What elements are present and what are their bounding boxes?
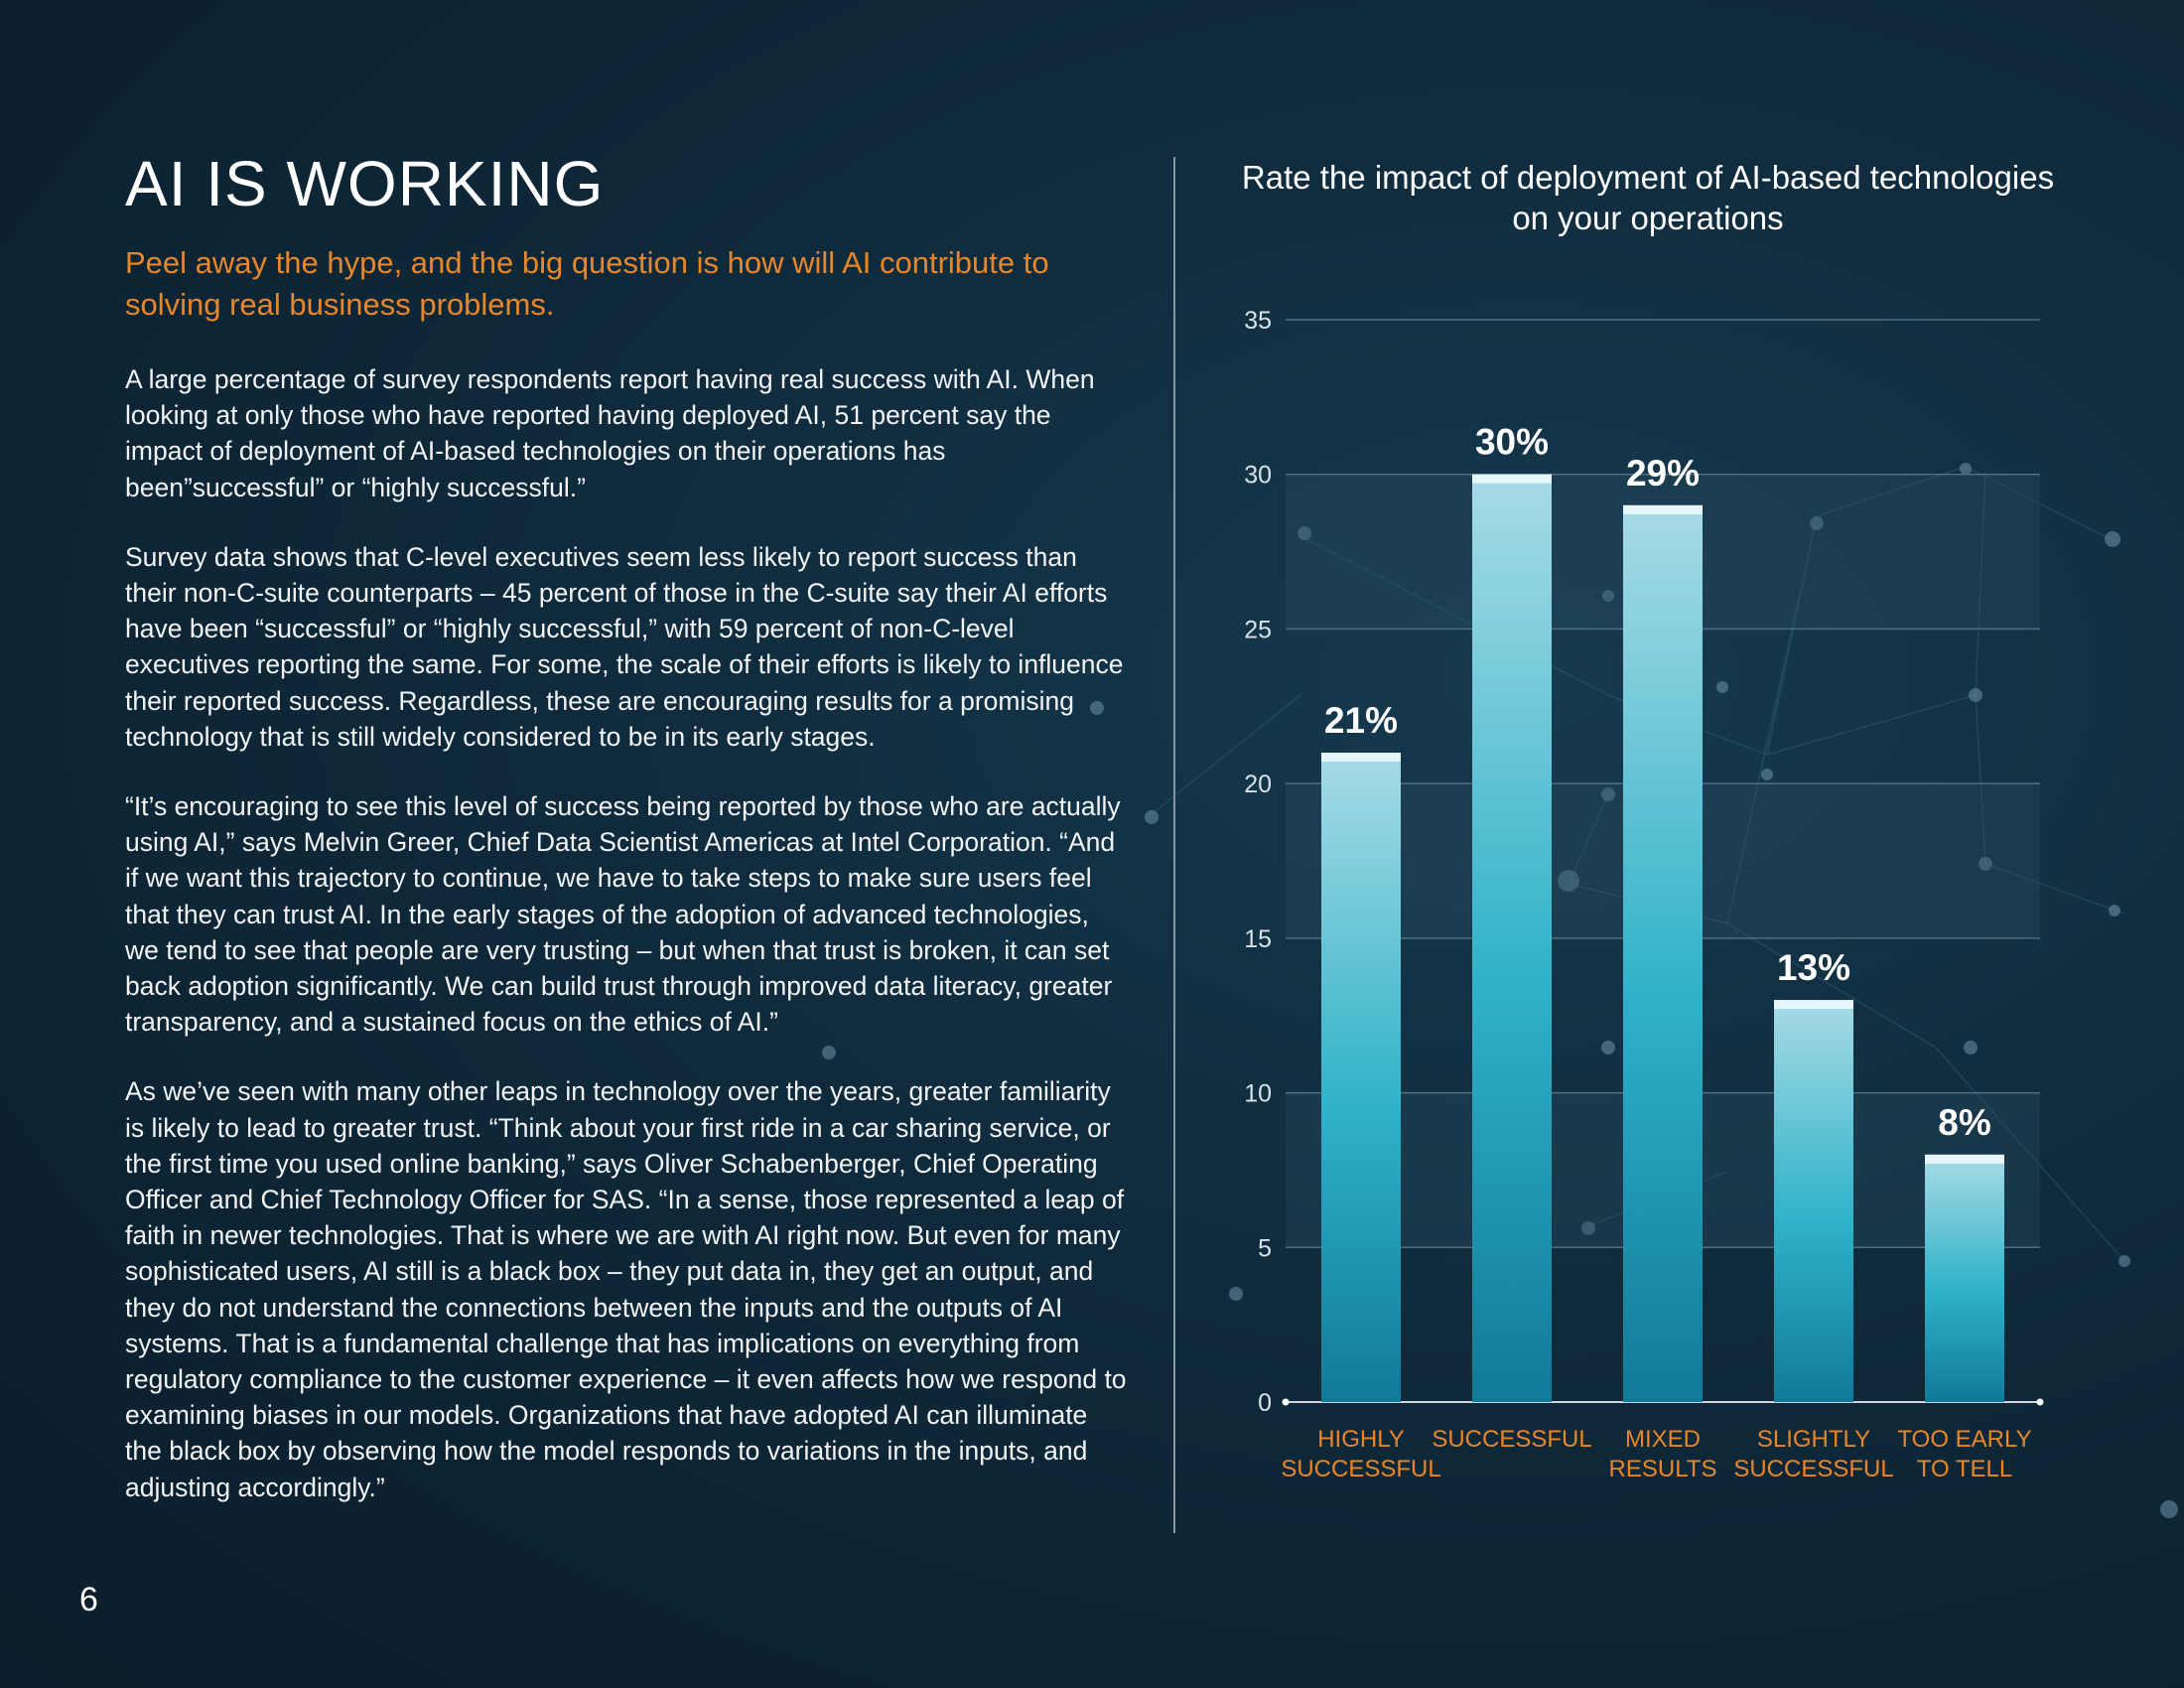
y-tick-label: 30: [1244, 462, 1272, 490]
axis-start-dot: [1282, 1398, 1290, 1406]
x-category-label: SUCCESSFUL: [1432, 1426, 1591, 1453]
x-category-label: SUCCESSFUL: [1281, 1456, 1440, 1482]
data-label: 13%: [1777, 947, 1850, 988]
axis-end-dot: [2036, 1398, 2044, 1406]
bar-cap: [1321, 753, 1401, 762]
page-number: 6: [79, 1581, 98, 1618]
body-paragraph-4: As we’ve seen with many other leaps in t…: [125, 1076, 1127, 1502]
bar-cap: [1925, 1154, 2004, 1164]
y-tick-label: 10: [1244, 1080, 1272, 1108]
data-label: 29%: [1626, 453, 1700, 493]
page-subtitle: Peel away the hype, and the big question…: [125, 245, 1049, 322]
x-category-label: RESULTS: [1609, 1456, 1717, 1482]
body-paragraph-3: “It’s encouraging to see this level of s…: [125, 791, 1121, 1038]
x-category-label: HIGHLY: [1317, 1426, 1405, 1453]
y-tick-label: 0: [1258, 1389, 1272, 1417]
bar-3: [1623, 504, 1703, 1402]
bar-cap: [1774, 1000, 1853, 1010]
y-tick-label: 35: [1244, 307, 1272, 335]
x-category-label: TO TELL: [1917, 1456, 2013, 1482]
bar-2: [1472, 474, 1552, 1402]
y-tick-label: 5: [1258, 1234, 1272, 1262]
chart-title: Rate the impact of deployment of AI-base…: [1241, 159, 2055, 236]
bar-cap: [1623, 504, 1703, 514]
column-divider: [1173, 157, 1175, 1533]
y-tick-label: 15: [1244, 925, 1272, 953]
y-tick-label: 20: [1244, 771, 1272, 798]
page-title: AI IS WORKING: [125, 148, 605, 219]
body-paragraph-1: A large percentage of survey respondents…: [125, 364, 1095, 502]
bar-cap: [1472, 474, 1552, 484]
data-label: 21%: [1324, 700, 1398, 741]
data-label: 8%: [1938, 1102, 1990, 1143]
bar-chart: 0 5 10 15 20 25 30 35 21% HIGHLY SUCCESSFUL 30% SUCC…: [1244, 307, 2044, 1482]
x-category-label: SLIGHTLY: [1757, 1426, 1870, 1453]
data-label: 30%: [1475, 422, 1549, 463]
article-column: AI IS WORKING Peel away the hype, and th…: [125, 147, 1128, 1539]
body-paragraph-2: Survey data shows that C-level executive…: [125, 541, 1124, 752]
x-category-label: TOO EARLY: [1897, 1426, 2031, 1453]
bar-5: [1925, 1154, 2004, 1402]
x-category-label: SUCCESSFUL: [1733, 1456, 1893, 1482]
bar-4: [1774, 1000, 1853, 1402]
bar-1: [1321, 753, 1401, 1402]
x-category-label: MIXED: [1625, 1426, 1701, 1453]
y-tick-label: 25: [1244, 616, 1272, 643]
